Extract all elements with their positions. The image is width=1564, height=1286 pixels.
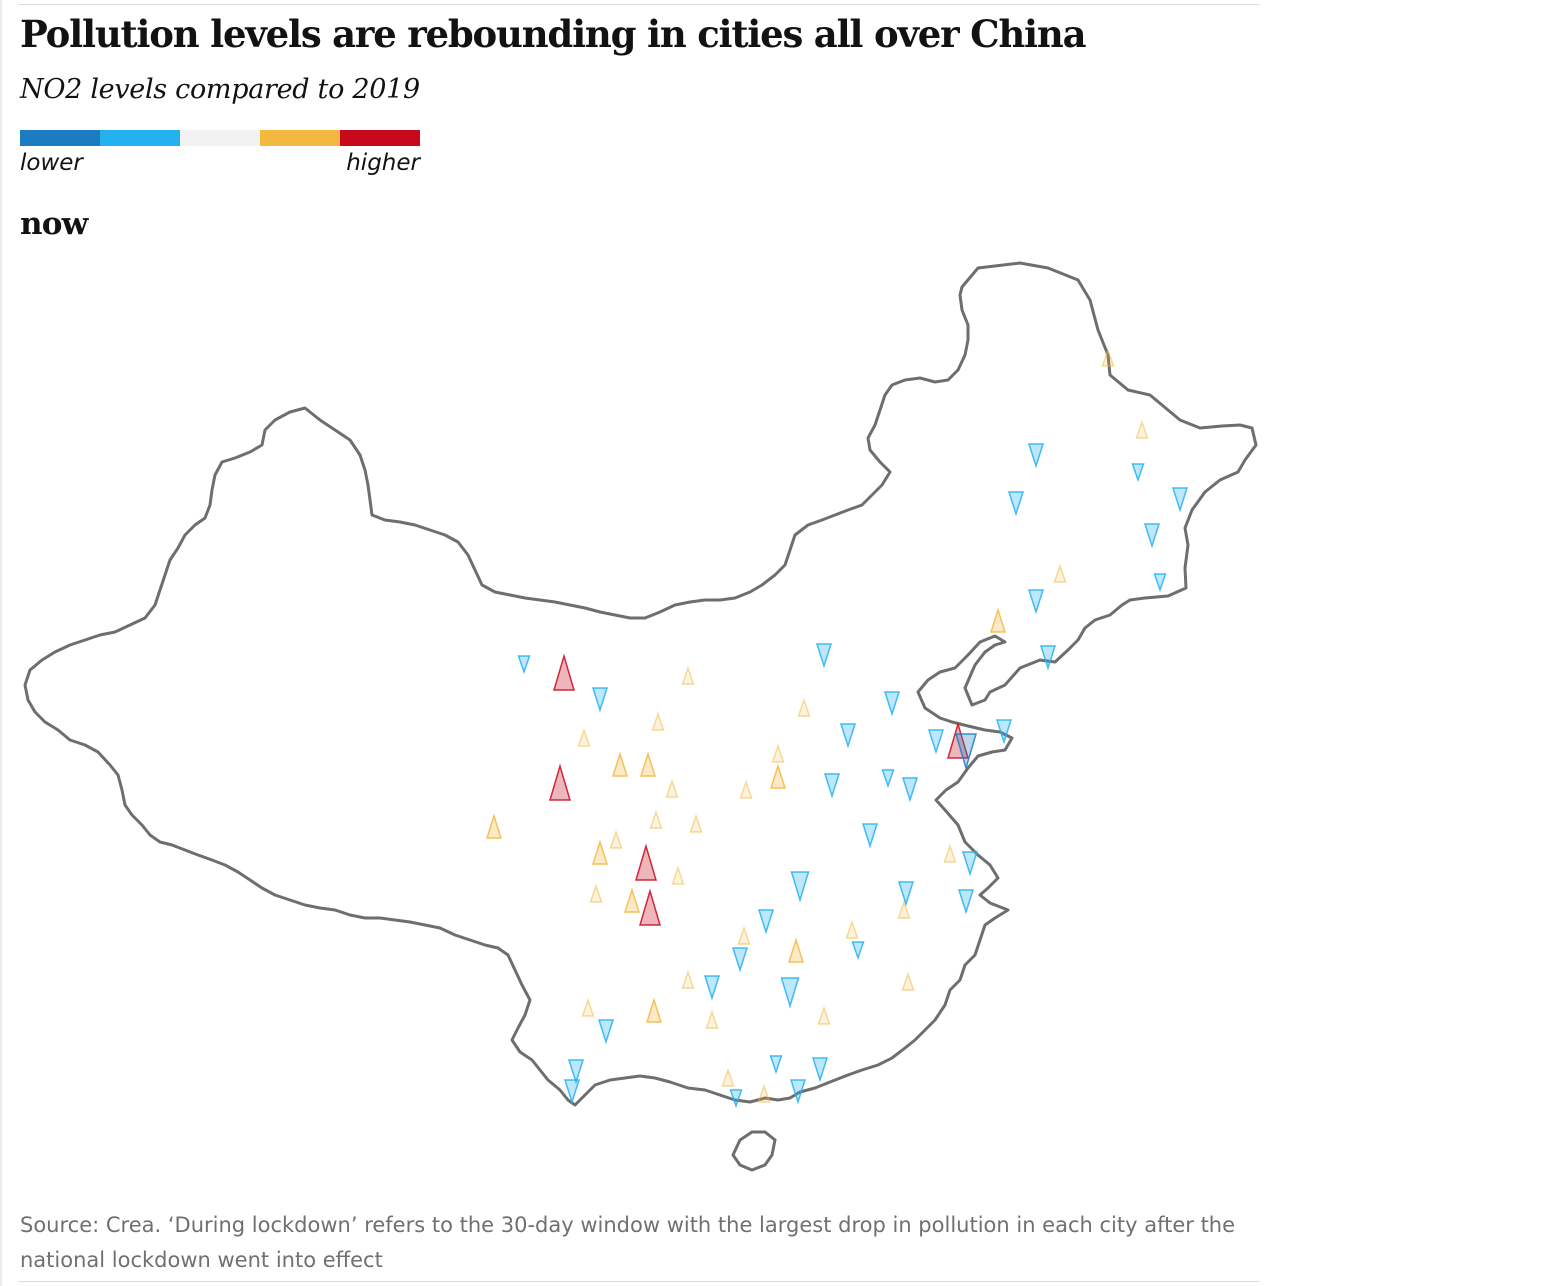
china-outline [23, 261, 1258, 1107]
city-marker [1171, 487, 1189, 513]
legend-lower-label: lower [20, 150, 83, 176]
legend-swatch-same [180, 130, 260, 146]
color-legend [20, 130, 420, 146]
city-marker [651, 711, 665, 731]
chart-subtitle: NO2 levels compared to 2019 [20, 74, 420, 105]
city-marker [623, 887, 641, 913]
city-marker [689, 813, 703, 833]
city-marker [787, 937, 805, 963]
left-border [0, 0, 2, 1286]
city-marker [739, 779, 753, 799]
city-marker [731, 947, 749, 973]
city-marker [552, 653, 576, 691]
city-marker [703, 975, 721, 1001]
city-marker [1027, 589, 1045, 615]
city-marker [757, 909, 775, 935]
city-marker [897, 899, 911, 919]
city-marker [789, 1079, 807, 1105]
city-marker [638, 888, 662, 926]
bottom-divider [18, 1281, 1260, 1282]
city-marker [1131, 463, 1145, 483]
city-marker [681, 665, 695, 685]
city-marker [881, 769, 895, 789]
city-marker [861, 823, 879, 849]
city-marker [671, 865, 685, 885]
city-marker [823, 773, 841, 799]
city-marker [563, 1079, 581, 1105]
city-marker [790, 871, 810, 903]
city-marker [961, 851, 979, 877]
city-marker [897, 881, 915, 907]
city-marker [797, 697, 811, 717]
city-marker [901, 777, 919, 803]
city-marker [1143, 523, 1161, 549]
legend-swatch-much-lower [20, 130, 100, 146]
city-marker [901, 971, 915, 991]
legend-swatch-much-higher [340, 130, 420, 146]
city-marker [883, 691, 901, 717]
source-note: Source: Crea. ‘During lockdown’ refers t… [20, 1213, 1236, 1272]
city-marker [927, 729, 945, 755]
city-marker [729, 1089, 743, 1109]
city-marker [591, 839, 609, 865]
city-marker [851, 941, 865, 961]
city-marker [1027, 443, 1045, 469]
city-marker [845, 919, 859, 939]
city-marker [517, 655, 531, 675]
city-marker [1153, 573, 1167, 593]
city-marker [609, 829, 623, 849]
china-map [23, 261, 1258, 1172]
legend-swatch-lower [100, 130, 180, 146]
city-marker [611, 751, 629, 777]
city-marker [780, 977, 800, 1009]
city-marker [649, 809, 663, 829]
city-marker [954, 733, 978, 771]
city-marker [1039, 645, 1057, 671]
city-marker [815, 643, 833, 669]
city-marker [567, 1059, 585, 1085]
city-marker [577, 727, 591, 747]
city-marker [769, 1055, 783, 1075]
city-marker [705, 1009, 719, 1029]
city-marker [811, 1057, 829, 1083]
city-marker [548, 763, 572, 801]
city-marker [597, 1019, 615, 1045]
city-marker [943, 843, 957, 863]
city-marker [1007, 491, 1025, 517]
city-marker [771, 743, 785, 763]
city-marker [957, 889, 975, 915]
city-markers [485, 347, 1189, 1109]
panel-label-now: now [20, 206, 88, 242]
city-marker [839, 723, 857, 749]
city-marker [665, 778, 679, 798]
top-divider [18, 4, 1260, 5]
city-marker [591, 687, 609, 713]
legend-higher-label: higher [346, 150, 420, 176]
city-marker [995, 719, 1013, 745]
chart-container: Pollution levels are rebounding in citie… [0, 0, 1260, 1286]
city-marker [645, 997, 663, 1023]
city-marker [1135, 419, 1149, 439]
city-marker [634, 843, 658, 881]
city-marker [757, 1083, 771, 1103]
city-marker [989, 607, 1007, 633]
city-marker [589, 883, 603, 903]
city-marker [737, 925, 751, 945]
city-marker [639, 751, 657, 777]
city-marker [1101, 347, 1115, 367]
city-marker [485, 813, 503, 839]
chart-title: Pollution levels are rebounding in citie… [20, 12, 1087, 56]
city-marker [581, 997, 595, 1017]
city-marker [817, 1005, 831, 1025]
city-marker [1053, 563, 1067, 583]
hainan-outline [731, 1130, 777, 1172]
city-marker [721, 1067, 735, 1087]
legend-swatch-higher [260, 130, 340, 146]
city-marker [681, 969, 695, 989]
city-marker [769, 763, 787, 789]
